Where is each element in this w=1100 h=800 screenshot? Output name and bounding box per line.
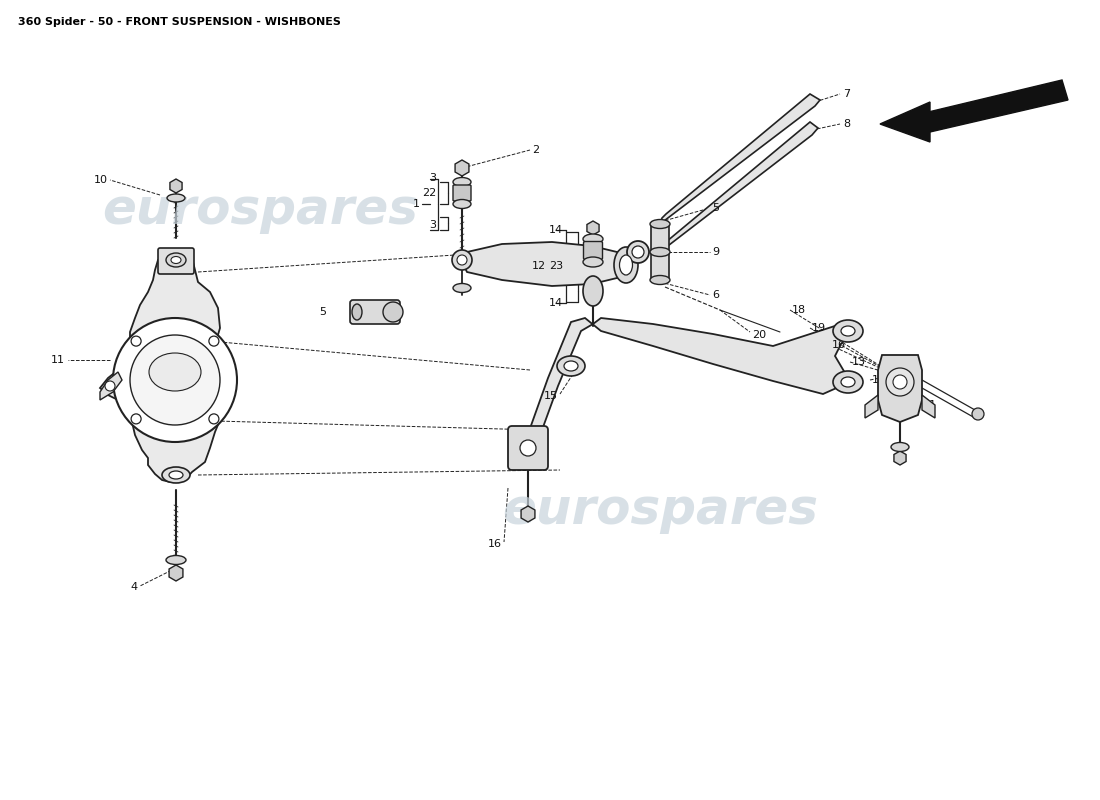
Polygon shape [865, 395, 878, 418]
FancyBboxPatch shape [583, 242, 603, 259]
Ellipse shape [352, 304, 362, 320]
Text: 23: 23 [549, 261, 563, 271]
Ellipse shape [169, 471, 183, 479]
Polygon shape [521, 506, 535, 522]
Circle shape [383, 302, 403, 322]
FancyBboxPatch shape [651, 222, 669, 282]
Ellipse shape [650, 275, 670, 285]
Ellipse shape [453, 178, 471, 186]
Circle shape [886, 368, 914, 396]
Polygon shape [455, 160, 469, 176]
Ellipse shape [619, 255, 632, 275]
Text: 360 Spider - 50 - FRONT SUSPENSION - WISHBONES: 360 Spider - 50 - FRONT SUSPENSION - WIS… [18, 17, 341, 27]
Text: 19: 19 [812, 323, 826, 333]
Text: 6: 6 [712, 290, 719, 300]
Ellipse shape [583, 276, 603, 306]
Text: eurospares: eurospares [502, 486, 818, 534]
Circle shape [893, 375, 907, 389]
Text: 2: 2 [532, 145, 539, 155]
Circle shape [972, 408, 984, 420]
Circle shape [104, 381, 116, 391]
Ellipse shape [614, 247, 638, 283]
Polygon shape [660, 122, 818, 252]
Ellipse shape [842, 326, 855, 336]
Ellipse shape [557, 356, 585, 376]
Polygon shape [462, 242, 630, 286]
Polygon shape [878, 355, 922, 422]
FancyBboxPatch shape [453, 185, 471, 201]
Polygon shape [880, 102, 929, 142]
Ellipse shape [167, 194, 185, 202]
Ellipse shape [564, 361, 578, 371]
Ellipse shape [453, 283, 471, 293]
Text: 18: 18 [792, 305, 806, 315]
Text: 11: 11 [51, 355, 65, 365]
Text: eurospares: eurospares [102, 186, 418, 234]
Ellipse shape [453, 199, 471, 209]
Circle shape [452, 250, 472, 270]
Ellipse shape [162, 467, 190, 483]
Polygon shape [100, 372, 122, 400]
Text: 21: 21 [922, 400, 936, 410]
Text: 16: 16 [832, 340, 846, 350]
Circle shape [456, 255, 468, 265]
Circle shape [627, 241, 649, 263]
Circle shape [130, 335, 220, 425]
Text: 15: 15 [544, 391, 558, 401]
Circle shape [113, 318, 236, 442]
Text: 17: 17 [872, 375, 887, 385]
Ellipse shape [891, 442, 909, 451]
Ellipse shape [583, 234, 603, 244]
Text: 8: 8 [843, 119, 850, 129]
Circle shape [131, 414, 141, 424]
Text: 4: 4 [131, 582, 138, 592]
Text: 14: 14 [549, 225, 563, 235]
Polygon shape [922, 395, 935, 418]
Text: 22: 22 [421, 188, 436, 198]
Text: 16: 16 [488, 539, 502, 549]
Circle shape [209, 414, 219, 424]
Text: 10: 10 [94, 175, 108, 185]
Text: 1: 1 [412, 199, 420, 209]
Polygon shape [169, 565, 183, 581]
Text: 5: 5 [712, 203, 719, 213]
FancyBboxPatch shape [508, 426, 548, 470]
Circle shape [520, 440, 536, 456]
Ellipse shape [170, 257, 182, 263]
Ellipse shape [650, 247, 670, 257]
Text: 3: 3 [429, 173, 436, 183]
Text: 13: 13 [852, 357, 866, 367]
Text: 12: 12 [532, 261, 546, 271]
Polygon shape [100, 252, 226, 482]
FancyBboxPatch shape [350, 300, 400, 324]
Circle shape [632, 246, 644, 258]
Text: 9: 9 [712, 247, 719, 257]
Polygon shape [522, 318, 848, 451]
Polygon shape [169, 179, 183, 193]
Ellipse shape [833, 320, 864, 342]
Circle shape [131, 336, 141, 346]
Ellipse shape [166, 253, 186, 267]
Text: 7: 7 [843, 89, 850, 99]
Ellipse shape [842, 377, 855, 387]
Ellipse shape [148, 353, 201, 391]
Ellipse shape [166, 555, 186, 565]
Circle shape [209, 336, 219, 346]
Polygon shape [894, 451, 906, 465]
Polygon shape [660, 94, 820, 224]
Text: 14: 14 [549, 298, 563, 308]
Text: 5: 5 [319, 307, 326, 317]
Ellipse shape [833, 371, 864, 393]
Ellipse shape [650, 219, 670, 229]
Text: 3: 3 [429, 220, 436, 230]
FancyBboxPatch shape [158, 248, 194, 274]
Polygon shape [920, 80, 1068, 132]
Text: 20: 20 [752, 330, 766, 340]
Ellipse shape [583, 257, 603, 267]
Polygon shape [587, 221, 600, 235]
